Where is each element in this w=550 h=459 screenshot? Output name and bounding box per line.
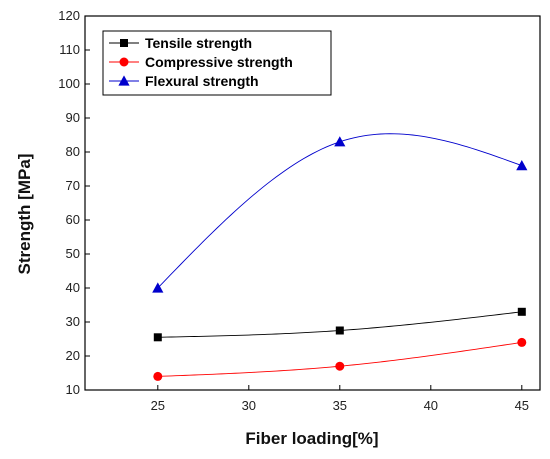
legend-item-0: Tensile strength (109, 35, 252, 51)
data-point (335, 361, 345, 371)
series-0 (153, 307, 526, 342)
y-tick-label: 50 (66, 246, 80, 261)
series-layer (152, 133, 528, 381)
y-tick-label: 70 (66, 178, 80, 193)
y-tick-label: 90 (66, 110, 80, 125)
y-tick-label: 100 (58, 76, 80, 91)
y-tick-label: 60 (66, 212, 80, 227)
plot-frame (84, 15, 541, 391)
data-point (152, 282, 164, 293)
y-tick-label: 80 (66, 144, 80, 159)
data-point (334, 136, 346, 147)
x-tick-label: 45 (515, 398, 529, 413)
y-tick-label: 10 (66, 382, 80, 397)
y-tick-label: 110 (59, 42, 80, 57)
x-tick-label: 30 (242, 398, 256, 413)
x-tick-label: 25 (151, 398, 165, 413)
y-tick-label: 30 (66, 314, 80, 329)
y-tick-label: 20 (66, 348, 80, 363)
y-tick-label: 120 (58, 8, 80, 23)
data-point (516, 160, 528, 171)
legend-label: Compressive strength (145, 54, 293, 70)
legend: Tensile strength Compressive strength Flex… (102, 30, 332, 96)
legend-label: Flexural strength (145, 73, 259, 89)
y-tick-label: 40 (66, 280, 80, 295)
x-axis-title: Fiber loading[%] (245, 429, 378, 448)
series-2 (152, 133, 528, 293)
series-line (157, 133, 522, 289)
data-point (517, 307, 526, 316)
x-tick-label: 35 (333, 398, 347, 413)
legend-item-2: Flexural strength (109, 73, 259, 89)
data-point (153, 333, 162, 342)
series-line (157, 341, 522, 377)
series-1 (153, 337, 527, 381)
legend-marker (118, 75, 130, 86)
legend-marker (119, 57, 129, 67)
x-tick-label: 40 (424, 398, 438, 413)
y-axis-title: Strength [MPa] (15, 154, 34, 275)
legend-label: Tensile strength (145, 35, 252, 51)
y-axis: 10 20 30 40 50 60 70 80 90 100 110 120 (58, 8, 90, 397)
data-point (153, 371, 163, 381)
data-point (335, 326, 344, 335)
legend-item-1: Compressive strength (109, 54, 293, 70)
data-point (517, 337, 527, 347)
legend-box (102, 30, 332, 96)
x-axis: 25 30 35 40 45 (151, 385, 529, 413)
legend-marker (120, 39, 128, 47)
